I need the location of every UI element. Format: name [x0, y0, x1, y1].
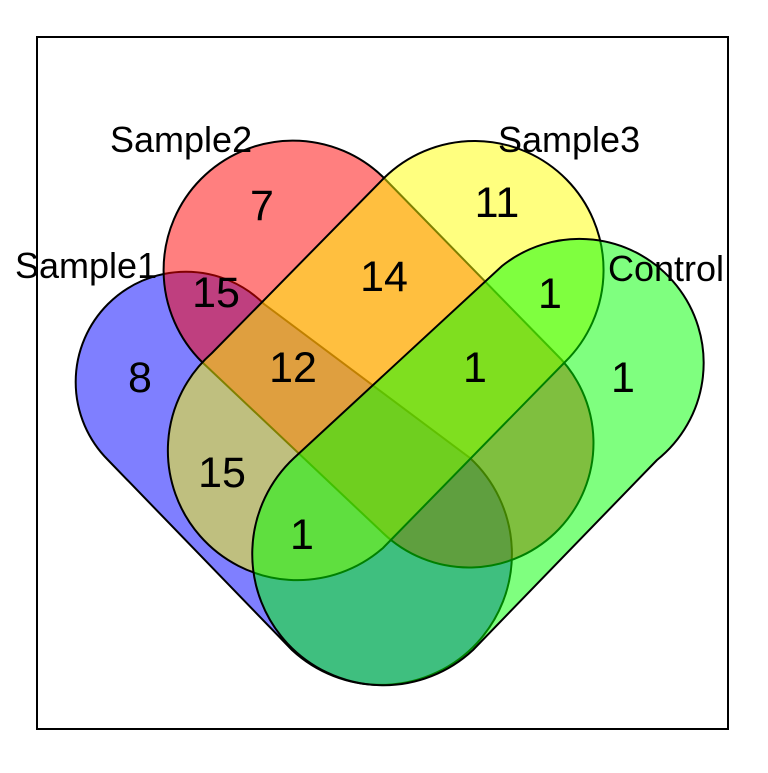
set-label-sample1: Sample1 [15, 245, 157, 286]
region-count-sample1-sample3-control: 1 [290, 511, 314, 559]
region-count-sample3: 11 [475, 179, 520, 227]
region-count-sample3-control: 1 [538, 270, 562, 318]
region-counts: 7 11 15 14 1 8 12 1 1 15 1 [128, 179, 635, 559]
region-count-sample1-sample2: 15 [192, 269, 240, 317]
set-label-control: Control [608, 248, 724, 289]
set-shapes [74, 139, 705, 687]
set-label-sample3: Sample3 [498, 119, 640, 160]
region-count-sample1: 8 [128, 354, 152, 402]
set-label-sample2: Sample2 [110, 119, 252, 160]
region-count-control: 1 [611, 354, 635, 402]
set-shape-control [251, 237, 705, 687]
region-count-sample1-sample2-sample3: 12 [269, 344, 317, 392]
region-count-sample2-sample3: 14 [360, 253, 408, 301]
region-count-sample2-sample3-control: 1 [463, 344, 487, 392]
region-count-sample2: 7 [250, 182, 274, 230]
set-labels: Sample1 Sample2 Sample3 Control [15, 119, 724, 289]
region-count-sample1-sample3: 15 [198, 449, 246, 497]
plot-frame [36, 36, 729, 730]
